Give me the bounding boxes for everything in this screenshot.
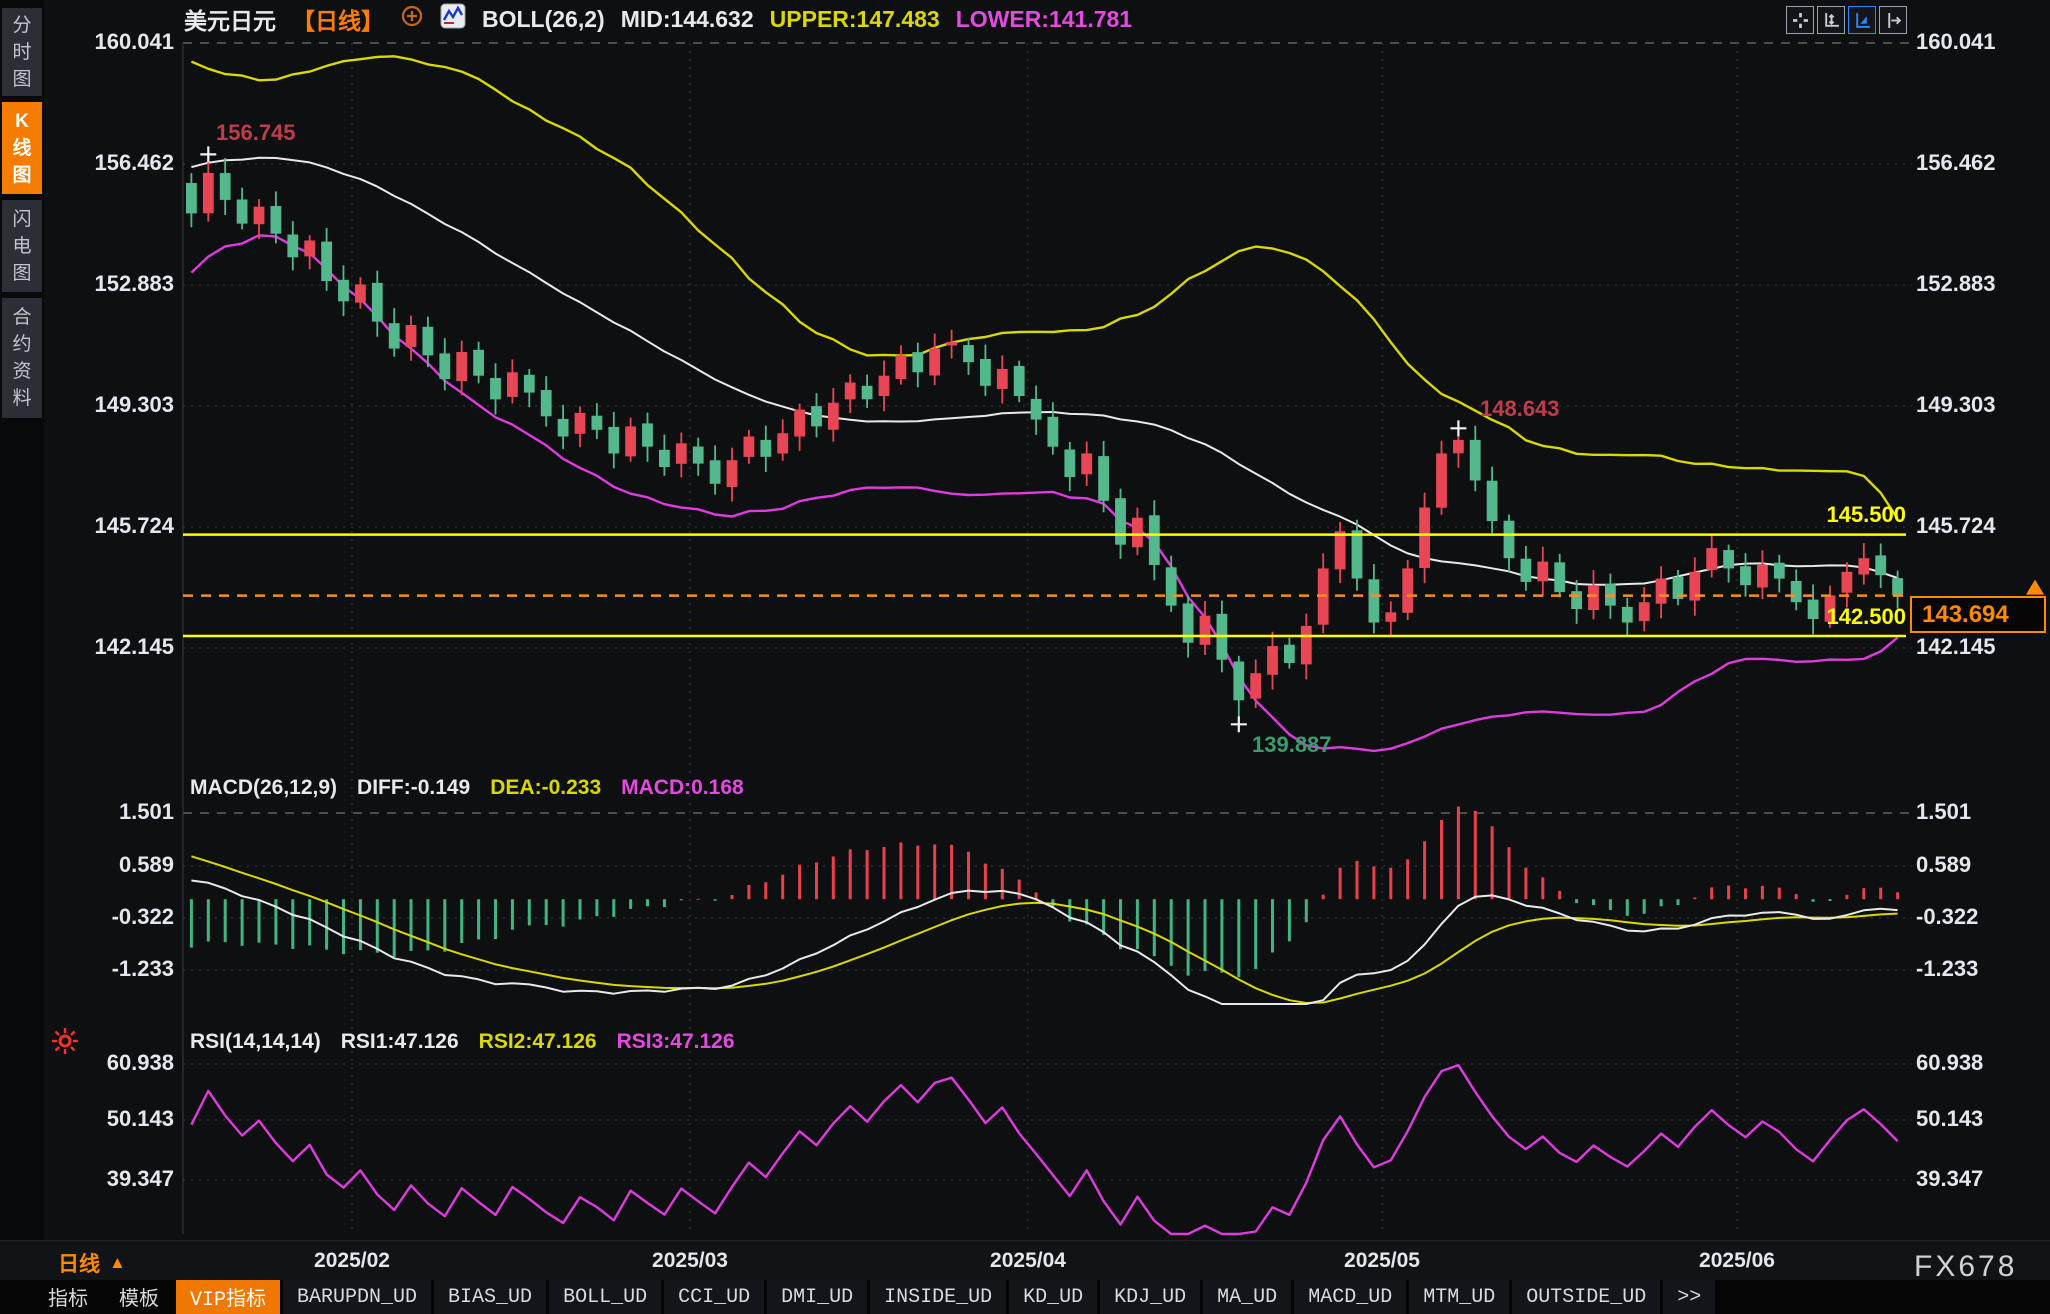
circle-plus-icon[interactable] bbox=[400, 4, 424, 34]
crosshair-mode-button[interactable] bbox=[1786, 6, 1814, 34]
timeframe-label: 日线 bbox=[58, 1253, 100, 1276]
indicator-toolbar: 指标 模板 VIP指标 BARUPDN_UD BIAS_UD BOLL_UD C… bbox=[0, 1280, 2050, 1314]
toolbar-item-more[interactable]: >> bbox=[1663, 1280, 1716, 1314]
main-y-tick-right: 145.724 bbox=[1916, 513, 1996, 538]
swing-high-label-2: 148.643 bbox=[1480, 396, 1560, 421]
x-axis-row: 日线 ▲ 2025/02 2025/03 2025/04 2025/05 2025/06 bbox=[0, 1240, 2050, 1280]
sidebar-item-label: 闪电图 bbox=[12, 208, 32, 284]
toolbar-item-cci[interactable]: CCI_UD bbox=[664, 1280, 765, 1314]
rsi-header: RSI(14,14,14) RSI1:47.126 RSI2:47.126 RS… bbox=[190, 1028, 735, 1056]
chart-root: 美元日元 【日线】 BOLL(26,2) MID:144.632 UPPER:1… bbox=[44, 0, 2050, 1240]
level-label-upper: 145.500 bbox=[1826, 502, 1906, 527]
macd-title: MACD(26,12,9) bbox=[190, 776, 338, 799]
sidebar-item-label: 分时图 bbox=[12, 14, 32, 90]
x-axis-date-label: 2025/04 bbox=[990, 1249, 1066, 1272]
toolbar-item-mtm[interactable]: MTM_UD bbox=[1409, 1280, 1510, 1314]
rsi-y-tick-right: 50.143 bbox=[1916, 1106, 1984, 1131]
price-scale-button[interactable] bbox=[1848, 6, 1876, 34]
macd-dea-value: DEA:-0.233 bbox=[490, 776, 602, 799]
toolbar-item-inside[interactable]: INSIDE_UD bbox=[870, 1280, 1007, 1314]
rsi-y-tick-left: 60.938 bbox=[106, 1050, 174, 1075]
toolbar-item-kdj[interactable]: KDJ_UD bbox=[1100, 1280, 1201, 1314]
rsi-y-tick-left: 50.143 bbox=[106, 1106, 174, 1131]
price-chart-canvas[interactable] bbox=[44, 0, 2050, 1240]
main-y-tick-left: 149.303 bbox=[94, 392, 174, 417]
chart-toolbar bbox=[1786, 6, 1907, 34]
x-axis-date-label: 2025/02 bbox=[314, 1249, 390, 1272]
toolbar-item-bias[interactable]: BIAS_UD bbox=[434, 1280, 547, 1314]
macd-y-tick-left: 1.501 bbox=[118, 799, 174, 824]
toolbar-item-outside[interactable]: OUTSIDE_UD bbox=[1512, 1280, 1661, 1314]
main-y-tick-right: 149.303 bbox=[1916, 392, 1996, 417]
swing-low-label: 139.887 bbox=[1252, 732, 1332, 757]
macd-y-tick-right: 1.501 bbox=[1916, 799, 1972, 824]
sidebar-item-contract-info[interactable]: 合约资料 bbox=[2, 298, 42, 418]
rsi-title: RSI(14,14,14) bbox=[190, 1030, 321, 1053]
macd-y-tick-right: -1.233 bbox=[1916, 956, 1979, 981]
macd-y-tick-left: 0.589 bbox=[118, 852, 174, 877]
timeframe-selector[interactable]: 日线 ▲ bbox=[58, 1248, 126, 1278]
main-y-tick-left: 156.462 bbox=[94, 150, 174, 175]
toolbar-item-dmi[interactable]: DMI_UD bbox=[767, 1280, 868, 1314]
auto-scale-button[interactable] bbox=[1817, 6, 1845, 34]
boll-lower-value: LOWER:141.781 bbox=[955, 5, 1133, 32]
x-axis-date-label: 2025/03 bbox=[652, 1249, 728, 1272]
sidebar-item-kline-chart[interactable]: K线图 bbox=[2, 102, 42, 194]
boll-indicator-icon[interactable] bbox=[440, 3, 466, 35]
macd-y-tick-left: -1.233 bbox=[111, 956, 174, 981]
sidebar-item-flash-chart[interactable]: 闪电图 bbox=[2, 200, 42, 292]
main-y-tick-left: 145.724 bbox=[94, 513, 174, 538]
toolbar-item-vip[interactable]: VIP指标 bbox=[176, 1280, 281, 1314]
macd-header: MACD(26,12,9) DIFF:-0.149 DEA:-0.233 MAC… bbox=[190, 774, 744, 802]
main-y-tick-left: 142.145 bbox=[94, 634, 174, 659]
rsi-y-tick-right: 60.938 bbox=[1916, 1050, 1984, 1075]
rsi-y-tick-right: 39.347 bbox=[1916, 1166, 1984, 1191]
toolbar-item-templates[interactable]: 模板 bbox=[119, 1289, 159, 1312]
brand-watermark: FX678 bbox=[1914, 1250, 2018, 1283]
rsi-y-tick-left: 39.347 bbox=[106, 1166, 174, 1191]
toolbar-item-macd[interactable]: MACD_UD bbox=[1294, 1280, 1407, 1314]
level-label-lower: 142.500 bbox=[1826, 604, 1906, 629]
main-y-tick-left: 152.883 bbox=[94, 271, 174, 296]
chart-header: 美元日元 【日线】 BOLL(26,2) MID:144.632 UPPER:1… bbox=[184, 3, 1133, 35]
rsi1-value: RSI1:47.126 bbox=[340, 1030, 459, 1053]
boll-upper-value: UPPER:147.483 bbox=[769, 5, 940, 32]
sidebar: 分时图 K线图 闪电图 合约资料 bbox=[0, 0, 44, 1240]
macd-y-tick-right: 0.589 bbox=[1916, 852, 1972, 877]
chevron-up-icon: ▲ bbox=[109, 1253, 126, 1272]
main-y-tick-right: 142.145 bbox=[1916, 634, 1996, 659]
rsi-settings-icon[interactable] bbox=[50, 1026, 80, 1061]
period-badge: 【日线】 bbox=[292, 8, 384, 34]
current-price-box: 143.694 bbox=[1910, 596, 2046, 633]
sidebar-item-label: 合约资料 bbox=[12, 307, 32, 409]
swing-high-label-1: 156.745 bbox=[216, 120, 296, 145]
chart-svg bbox=[182, 42, 2044, 1236]
main-y-tick-right: 152.883 bbox=[1916, 271, 1996, 296]
symbol-title: 美元日元 bbox=[184, 8, 276, 34]
shift-right-button[interactable] bbox=[1879, 6, 1907, 34]
toolbar-item-barupdn[interactable]: BARUPDN_UD bbox=[283, 1280, 432, 1314]
main-y-tick-left: 160.041 bbox=[94, 29, 174, 54]
boll-title: BOLL(26,2) bbox=[482, 5, 605, 32]
main-y-tick-right: 156.462 bbox=[1916, 150, 1996, 175]
macd-y-tick-right: -0.322 bbox=[1916, 904, 1979, 929]
sidebar-item-label: K线图 bbox=[12, 110, 32, 186]
main-y-tick-right: 160.041 bbox=[1916, 29, 1996, 54]
sidebar-item-time-chart[interactable]: 分时图 bbox=[2, 8, 42, 96]
x-axis-date-label: 2025/06 bbox=[1699, 1249, 1775, 1272]
macd-diff-value: DIFF:-0.149 bbox=[357, 776, 471, 799]
x-axis-date-label: 2025/05 bbox=[1344, 1249, 1420, 1272]
boll-mid-value: MID:144.632 bbox=[620, 5, 754, 32]
rsi2-value: RSI2:47.126 bbox=[478, 1030, 597, 1053]
toolbar-item-ma[interactable]: MA_UD bbox=[1203, 1280, 1292, 1314]
toolbar-item-kd[interactable]: KD_UD bbox=[1009, 1280, 1098, 1314]
macd-value: MACD:0.168 bbox=[621, 776, 744, 799]
toolbar-item-indicators[interactable]: 指标 bbox=[48, 1289, 88, 1312]
rsi3-value: RSI3:47.126 bbox=[616, 1030, 735, 1053]
toolbar-item-boll[interactable]: BOLL_UD bbox=[549, 1280, 662, 1314]
macd-y-tick-left: -0.322 bbox=[111, 904, 174, 929]
